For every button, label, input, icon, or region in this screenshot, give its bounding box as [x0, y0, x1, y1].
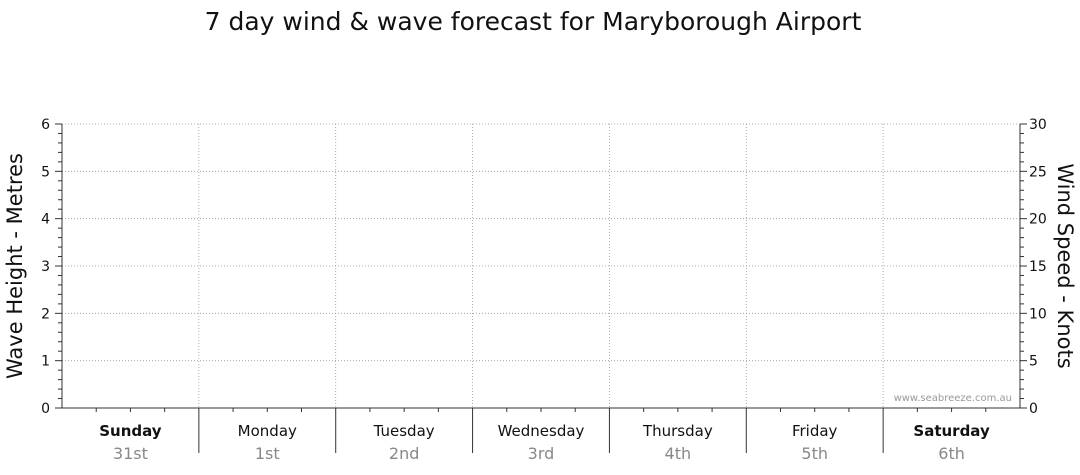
day-label: Wednesday [498, 422, 585, 440]
axes [61, 124, 1021, 453]
left-tick-label: 2 [41, 306, 50, 322]
date-label: 6th [938, 444, 965, 463]
left-tick-label: 5 [41, 164, 50, 180]
day-label: Sunday [99, 422, 162, 440]
right-tick-label: 0 [1029, 401, 1038, 417]
right-tick-label: 25 [1029, 164, 1047, 180]
left-axis-title: Wave Height - Metres [3, 153, 27, 379]
date-label: 3rd [528, 444, 555, 463]
date-label: 5th [801, 444, 828, 463]
day-labels: Sunday 31st Monday 1st Tuesday 2nd Wednesday 3r… [99, 422, 990, 463]
left-tick-label: 0 [41, 401, 50, 417]
date-label: 31st [113, 444, 148, 463]
grid [62, 123, 1020, 408]
right-axis-ticks: 0 5 10 15 20 25 30 [1020, 117, 1047, 417]
right-tick-label: 15 [1029, 259, 1047, 275]
left-tick-label: 3 [41, 259, 50, 275]
chart-title: 7 day wind & wave forecast for Maryborou… [205, 7, 862, 36]
left-tick-label: 6 [41, 117, 50, 133]
credit-watermark: www.seabreeze.com.au [894, 393, 1012, 404]
day-label: Tuesday [373, 422, 435, 440]
day-label: Saturday [913, 422, 990, 440]
right-tick-label: 20 [1029, 212, 1047, 228]
left-tick-label: 4 [41, 212, 50, 228]
date-label: 2nd [389, 444, 419, 463]
date-label: 4th [665, 444, 692, 463]
day-label: Monday [238, 422, 297, 440]
right-tick-label: 10 [1029, 306, 1047, 322]
date-label: 1st [255, 444, 280, 463]
left-axis-ticks: 0 1 2 3 4 5 6 [41, 117, 62, 417]
day-label: Thursday [642, 422, 713, 440]
right-tick-label: 5 [1029, 354, 1038, 370]
right-tick-label: 30 [1029, 117, 1047, 133]
right-axis-title: Wind Speed - Knots [1053, 163, 1077, 368]
left-tick-label: 1 [41, 354, 50, 370]
day-label: Friday [792, 422, 838, 440]
